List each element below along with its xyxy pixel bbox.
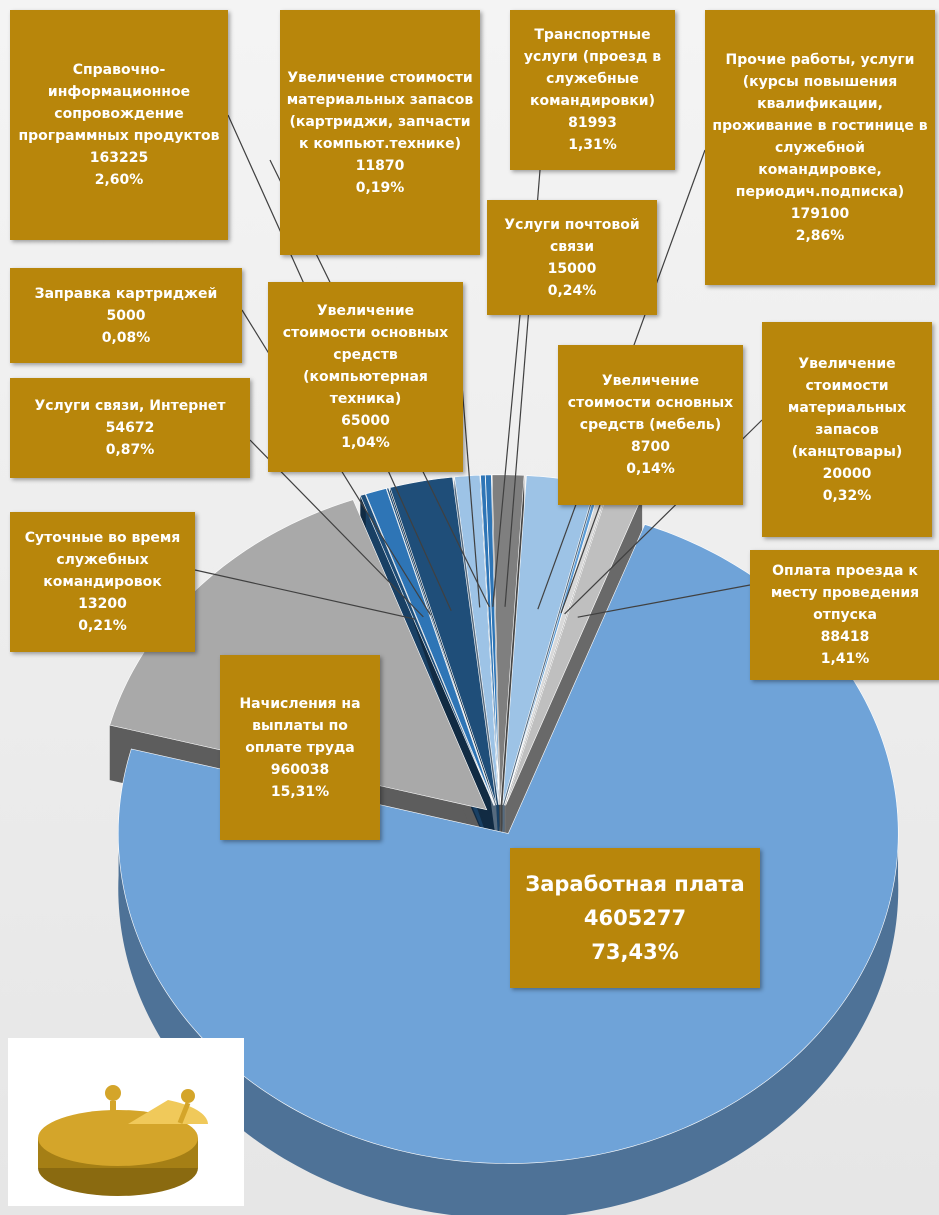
data-label: Заправка картриджей 5000 0,08% [10, 268, 242, 363]
data-label: Услуги почтовой связи 15000 0,24% [487, 200, 657, 315]
label-value: 179100 [790, 205, 850, 222]
data-label: Начисления на выплаты по оплате труда 960… [220, 655, 380, 840]
label-name: Услуги почтовой связи [504, 216, 640, 255]
decorative-icon [8, 1038, 244, 1206]
leader-line [492, 314, 521, 607]
leader-line [577, 584, 751, 618]
label-value: 0,14% [626, 461, 675, 477]
label-value: 2,60% [94, 172, 144, 188]
label-value: 1,04% [341, 435, 390, 451]
label-value: 73,43% [591, 940, 679, 964]
label-name: Начисления на выплаты по оплате труда [239, 695, 361, 756]
label-value: 0,19% [355, 179, 405, 196]
pie-slice [485, 474, 500, 805]
label-value: 15000 [547, 260, 597, 277]
pie-slice [109, 499, 488, 811]
label-name: Заработная плата [525, 872, 745, 896]
label-value: 1,41% [820, 651, 870, 667]
label-name: Увеличение стоимости основных средств (м… [567, 373, 734, 433]
label-value: 5000 [106, 307, 146, 324]
label-value: 65000 [341, 413, 390, 429]
label-value: 54672 [105, 420, 155, 436]
label-value: 8700 [631, 439, 670, 455]
label-name: Справочно-информационное сопровождение п… [18, 62, 220, 144]
label-value: 11870 [355, 157, 405, 174]
pie-slice [491, 474, 525, 805]
label-name: Прочие работы, услуги (курсы повышения к… [712, 51, 928, 200]
data-label: Транспортные услуги (проезд в служебные … [510, 10, 675, 170]
label-value: 0,21% [78, 618, 127, 634]
label-value: 20000 [822, 465, 872, 482]
label-value: 163225 [89, 150, 149, 166]
pie-slice [386, 487, 496, 806]
data-label: Прочие работы, услуги (курсы повышения к… [705, 10, 935, 285]
icon-graphic [38, 1085, 208, 1196]
label-value: 960038 [270, 761, 330, 778]
label-value: 2,86% [795, 227, 845, 244]
data-label: Увеличение стоимости основных средств (к… [268, 282, 463, 472]
label-value: 0,32% [822, 487, 872, 504]
data-label: Увеличение стоимости материальных запасо… [762, 322, 932, 537]
label-value: 13200 [78, 596, 127, 612]
label-value: 4605277 [583, 906, 687, 930]
data-label: Услуги связи, Интернет 54672 0,87% [10, 378, 250, 478]
label-value: 1,31% [568, 137, 617, 153]
label-name: Суточные во время служебных командировок [24, 530, 181, 590]
label-value: 88418 [820, 629, 870, 645]
data-label: Увеличение стоимости основных средств (м… [558, 345, 743, 505]
label-name: Оплата проезда к месту проведения отпуск… [770, 563, 920, 623]
data-label: Оплата проезда к месту проведения отпуск… [750, 550, 939, 680]
label-name: Увеличение стоимости материальных запасо… [286, 69, 474, 152]
label-name: Услуги связи, Интернет [34, 398, 226, 414]
label-value: 0,24% [547, 282, 597, 299]
label-name: Увеличение стоимости основных средств (к… [282, 303, 449, 407]
label-name: Транспортные услуги (проезд в служебные … [523, 27, 662, 109]
leader-line [194, 569, 416, 620]
label-value: 0,08% [101, 329, 151, 346]
leader-line [459, 359, 481, 608]
pie-slice [359, 493, 495, 806]
label-value: 15,31% [270, 783, 330, 800]
label-value: 81993 [568, 115, 617, 131]
label-name: Заправка картриджей [34, 285, 218, 302]
leader-line [560, 504, 601, 614]
data-label: Суточные во время служебных командировок… [10, 512, 195, 652]
data-label: Заработная плата 4605277 73,43% [510, 848, 760, 988]
label-name: Увеличение стоимости материальных запасо… [787, 355, 907, 460]
data-label: Увеличение стоимости материальных запасо… [280, 10, 480, 255]
label-value: 0,87% [105, 442, 155, 458]
data-label: Справочно-информационное сопровождение п… [10, 10, 228, 240]
pie-slice [117, 524, 899, 1164]
